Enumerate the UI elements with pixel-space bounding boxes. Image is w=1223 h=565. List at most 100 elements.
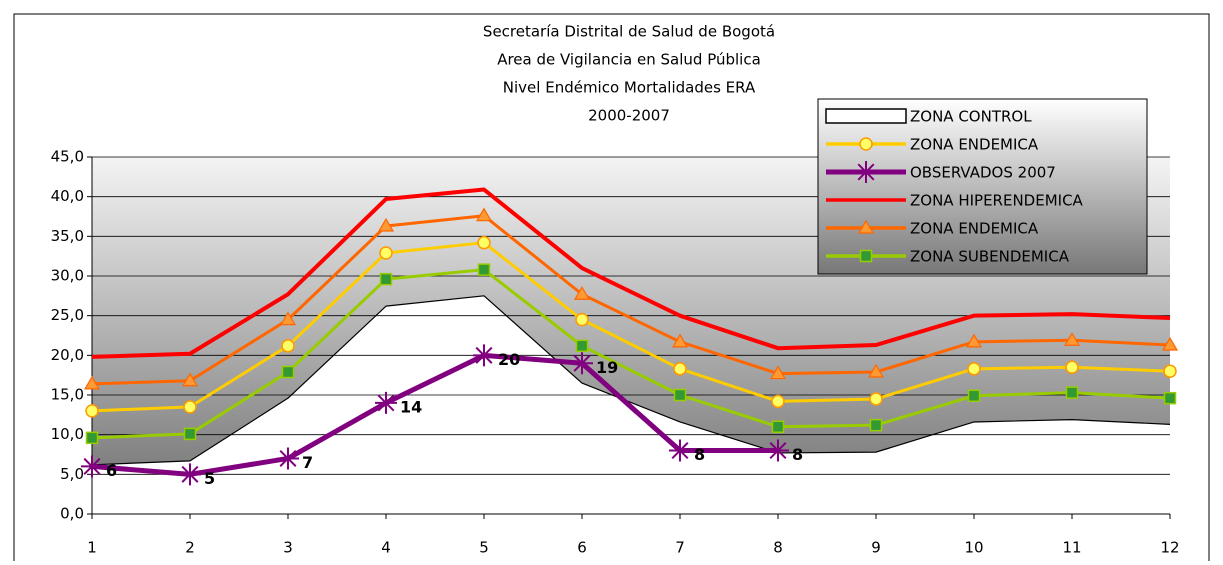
marker xyxy=(379,246,393,260)
series-line xyxy=(91,241,1171,413)
marker xyxy=(575,312,589,327)
marker xyxy=(377,217,395,232)
x-tick-label: 10 xyxy=(964,539,983,557)
x-tick-label: 7 xyxy=(675,539,685,557)
series-line xyxy=(91,352,778,477)
marker xyxy=(767,439,789,462)
marker xyxy=(83,375,101,390)
marker xyxy=(277,447,299,470)
legend-label: ZONA SUBENDEMICA xyxy=(910,248,1070,266)
marker xyxy=(869,392,883,406)
marker xyxy=(281,365,295,379)
marker xyxy=(81,455,103,478)
series-line xyxy=(91,214,1171,386)
x-tick-label: 4 xyxy=(381,539,391,557)
x-tick-label: 9 xyxy=(871,539,881,557)
legend-swatch xyxy=(825,108,907,124)
legend: ZONA CONTROL ZONA ENDEMICA OBSERVADOS 2007… xyxy=(817,98,1148,275)
marker xyxy=(281,339,295,353)
data-label: 6 xyxy=(106,461,117,480)
marker xyxy=(477,263,491,276)
chart-title: Area de Vigilancia en Salud Pública xyxy=(497,51,761,69)
legend-label: ZONA CONTROL xyxy=(910,108,1032,126)
x-tick-label: 8 xyxy=(773,539,783,557)
x-tick-label: 12 xyxy=(1160,539,1179,557)
series-line xyxy=(91,295,1171,466)
marker xyxy=(859,249,873,263)
marker xyxy=(671,333,689,348)
marker xyxy=(859,137,873,151)
marker xyxy=(473,344,495,367)
marker xyxy=(1163,391,1177,405)
x-tick-label: 2 xyxy=(185,539,195,557)
marker xyxy=(673,388,687,402)
marker xyxy=(179,463,201,486)
chart-title: Secretaría Distrital de Salud de Bogotá xyxy=(483,23,775,41)
legend-label: OBSERVADOS 2007 xyxy=(910,164,1056,182)
marker xyxy=(1065,360,1079,374)
marker xyxy=(967,362,981,376)
y-tick-label: 5,0 xyxy=(60,465,84,483)
marker xyxy=(477,235,491,250)
title-block: Secretaría Distrital de Salud de Bogotá A… xyxy=(483,23,775,125)
y-tick-label: 35,0 xyxy=(51,227,84,245)
data-label: 20 xyxy=(498,350,520,369)
marker xyxy=(771,394,785,409)
series-line xyxy=(91,187,1171,359)
marker xyxy=(571,352,593,375)
data-label: 8 xyxy=(694,445,705,464)
marker xyxy=(855,161,877,183)
legend-label: ZONA ENDEMICA xyxy=(910,220,1039,238)
marker xyxy=(475,207,493,222)
x-tick-label: 11 xyxy=(1062,539,1081,557)
marker xyxy=(1063,332,1081,346)
marker xyxy=(1065,386,1079,399)
data-label: 5 xyxy=(204,469,215,488)
marker xyxy=(967,389,981,403)
marker xyxy=(375,391,397,414)
marker xyxy=(867,363,885,378)
marker xyxy=(279,311,297,326)
x-tick-label: 1 xyxy=(87,539,97,557)
marker xyxy=(85,404,99,418)
marker xyxy=(869,418,883,432)
marker xyxy=(181,372,199,387)
data-label: 19 xyxy=(596,358,618,377)
marker xyxy=(673,362,687,376)
legend-label: ZONA ENDEMICA xyxy=(910,136,1039,154)
series-line xyxy=(91,268,1171,440)
data-label: 14 xyxy=(400,397,422,416)
data-label: 8 xyxy=(792,445,803,464)
marker xyxy=(669,439,691,462)
marker xyxy=(1161,336,1179,351)
marker xyxy=(183,400,197,414)
y-tick-label: 15,0 xyxy=(51,386,84,404)
marker xyxy=(85,431,99,445)
y-tick-label: 0,0 xyxy=(60,505,84,523)
y-tick-label: 45,0 xyxy=(51,148,84,166)
y-tick-label: 20,0 xyxy=(51,346,84,364)
x-tick-label: 5 xyxy=(479,539,489,557)
chart-title: 2000-2007 xyxy=(588,107,670,125)
y-tick-label: 10,0 xyxy=(51,425,84,443)
legend-box xyxy=(817,98,1148,275)
data-label: 7 xyxy=(302,453,313,472)
marker xyxy=(769,365,787,380)
legend-label: ZONA HIPERENDEMICA xyxy=(910,192,1084,210)
x-tick-label: 3 xyxy=(283,539,293,557)
chart-title: Nivel Endémico Mortalidades ERA xyxy=(503,79,756,97)
marker xyxy=(857,219,875,234)
marker xyxy=(573,286,591,300)
y-tick-label: 40,0 xyxy=(51,187,84,205)
x-tick-label: 6 xyxy=(577,539,587,557)
y-tick-label: 30,0 xyxy=(51,267,84,285)
marker xyxy=(1163,364,1177,378)
marker xyxy=(379,272,393,286)
marker xyxy=(771,420,785,433)
marker xyxy=(575,339,589,353)
y-tick-label: 25,0 xyxy=(51,306,84,324)
marker xyxy=(183,427,197,441)
marker xyxy=(965,333,983,348)
